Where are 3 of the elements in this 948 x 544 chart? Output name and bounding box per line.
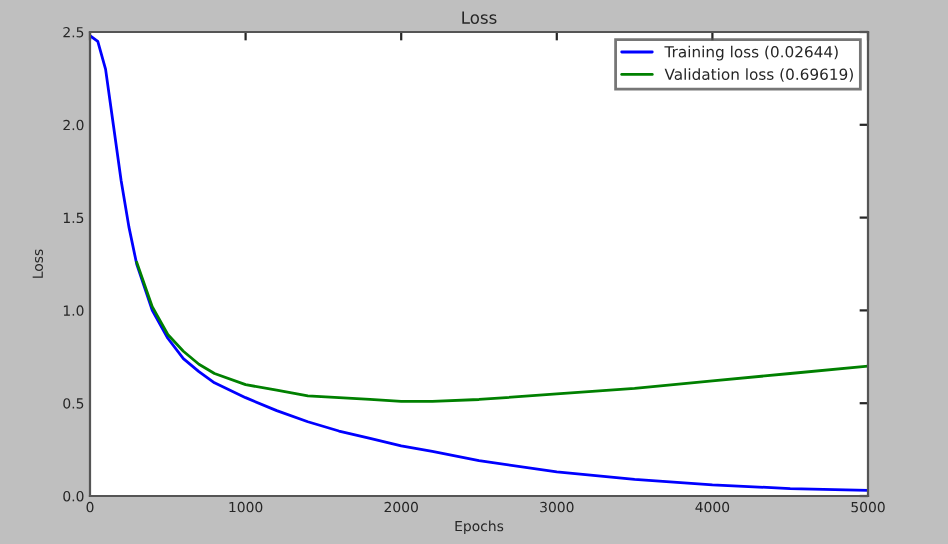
chart-title: Loss — [462, 11, 497, 24]
line-series — [90, 34, 868, 492]
line-series — [135, 260, 868, 403]
